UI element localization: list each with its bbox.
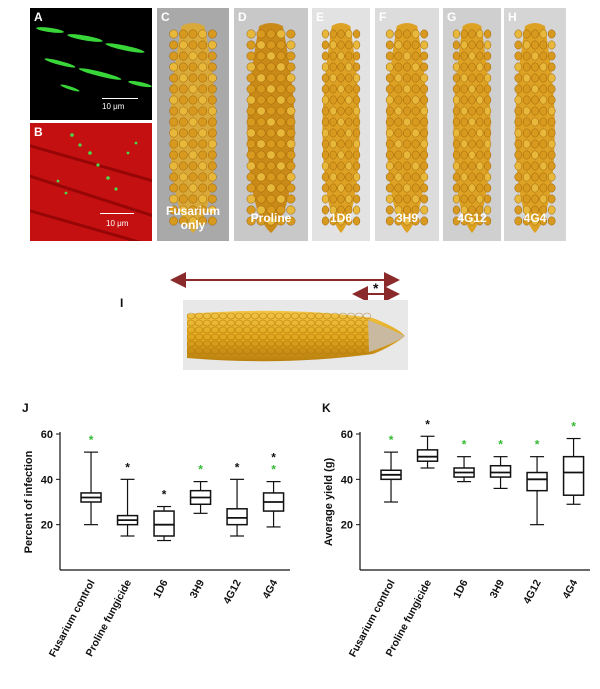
panel-label: B <box>34 125 43 139</box>
cob-caption: 1D6 <box>329 211 352 225</box>
y-tick-label: 40 <box>41 474 53 486</box>
significance-marker: * <box>462 438 467 452</box>
cob-caption: 4G12 <box>457 211 487 225</box>
cob-caption: Proline <box>250 211 292 225</box>
category-label: 4G4 <box>260 578 280 601</box>
panel-cob-h: H 4G4 <box>504 8 566 241</box>
significance-marker: * <box>235 460 240 474</box>
significance-marker: * <box>125 460 130 474</box>
panel-label: G <box>447 10 457 24</box>
category-label: 3H9 <box>488 578 508 601</box>
box <box>489 464 512 478</box>
box <box>416 449 439 462</box>
y-tick-label: 20 <box>41 520 53 532</box>
panel-cob-c: C Fusarium only <box>157 8 229 241</box>
box <box>226 508 248 526</box>
fluorescence-streaks-b <box>30 133 152 241</box>
panel-label: K <box>322 401 331 415</box>
panel-label: E <box>316 10 325 24</box>
significance-marker: * <box>271 451 276 465</box>
cob-caption: 3H9 <box>395 211 418 225</box>
significance-marker: * <box>198 463 203 477</box>
significance-marker: * <box>498 438 503 452</box>
panel-cob-e: E 1D6 <box>312 8 370 241</box>
cob-caption: 4G4 <box>523 211 547 225</box>
category-label: 4G12 <box>521 578 544 606</box>
category-label: 4G12 <box>221 578 244 606</box>
panel-i-ear-photo <box>183 300 408 370</box>
panel-cob-g: G 4G12 <box>443 8 501 241</box>
y-axis-label: Average yield (g) <box>323 458 335 547</box>
category-label: 4G4 <box>560 578 580 601</box>
y-tick-label: 60 <box>41 429 53 441</box>
box <box>153 510 175 537</box>
significance-marker: * <box>373 280 379 296</box>
significance-marker: * <box>389 433 394 447</box>
panel-label: C <box>161 10 170 24</box>
panel-label: A <box>34 10 43 24</box>
panel-cob-d: D Proline <box>234 8 308 241</box>
panel-label: H <box>508 10 517 24</box>
scale-bar <box>102 98 138 99</box>
scale-bar-label: 10 μm <box>102 102 125 111</box>
cob-caption: Fusarium only <box>165 204 220 232</box>
category-label: 1D6 <box>451 578 471 601</box>
significance-marker: * <box>571 420 576 434</box>
panel-label: I <box>120 296 124 310</box>
length-arrows <box>170 272 400 302</box>
y-tick-label: 60 <box>341 429 353 441</box>
scale-bar <box>100 213 134 214</box>
panel-b-micrograph: B 10 μm <box>30 123 152 241</box>
y-tick-label: 40 <box>341 474 353 486</box>
y-axis-label: Percent of infection <box>23 450 35 553</box>
box <box>526 471 548 492</box>
scale-bar-label: 10 μm <box>106 219 129 228</box>
panel-cob-f: F 3H9 <box>375 8 439 241</box>
significance-marker: * <box>271 463 276 477</box>
significance-marker: * <box>162 488 167 502</box>
significance-marker: * <box>89 433 94 447</box>
fluorescence-streaks-a <box>36 27 152 92</box>
panel-label: J <box>22 401 29 415</box>
category-label: 1D6 <box>151 578 171 601</box>
panel-label: F <box>379 10 387 24</box>
y-tick-label: 20 <box>341 520 353 532</box>
category-label: 3H9 <box>188 578 208 601</box>
panel-label: D <box>238 10 247 24</box>
box <box>562 455 585 496</box>
significance-marker: * <box>425 417 430 431</box>
panel-a-micrograph: A 10 μm <box>30 8 152 120</box>
significance-marker: * <box>535 438 540 452</box>
